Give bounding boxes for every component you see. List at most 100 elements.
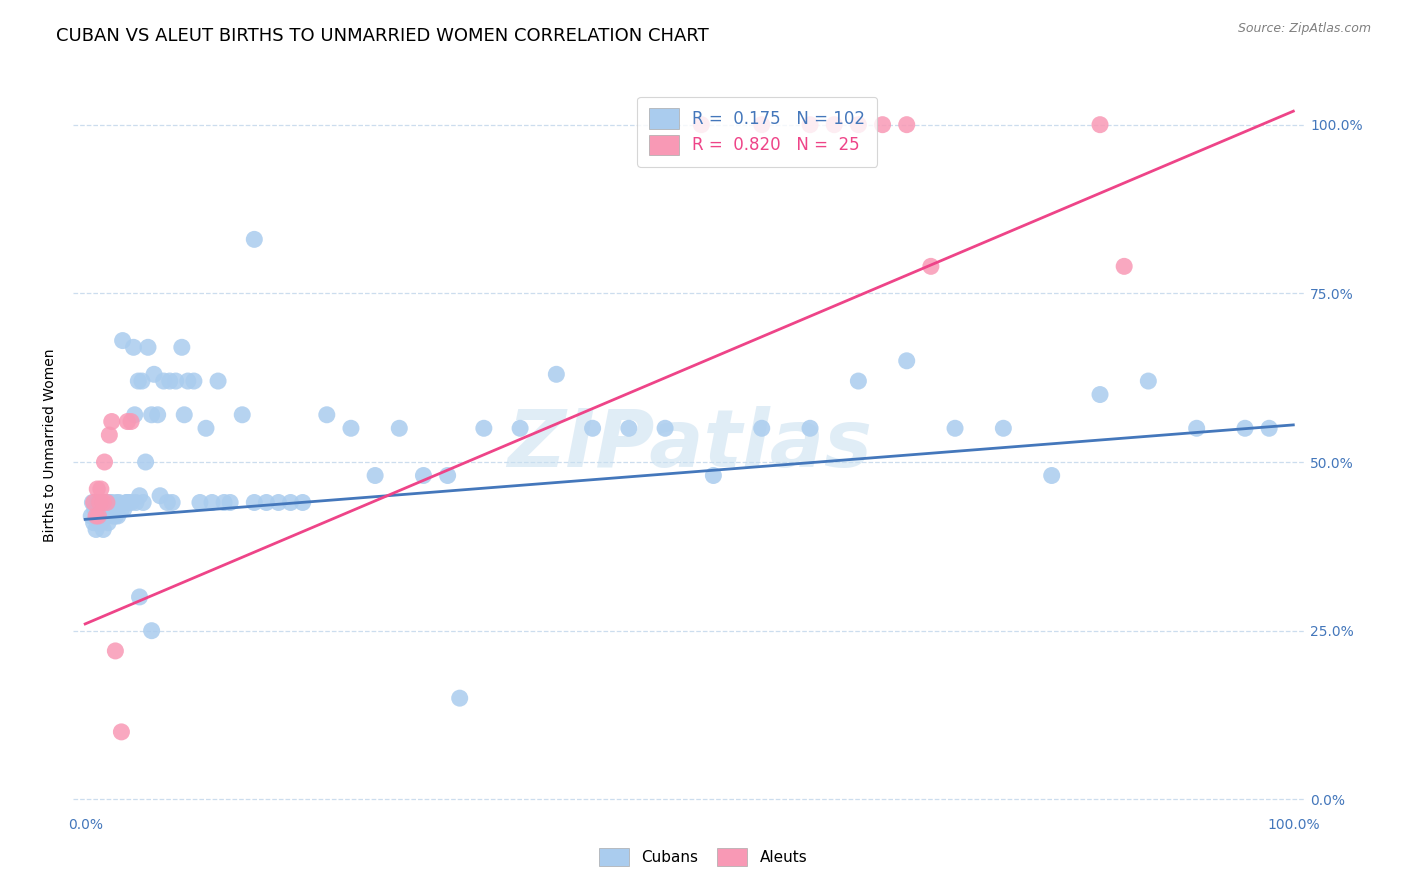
Point: [117, 495, 139, 509]
Point: [93, 495, 115, 509]
Point: [412, 468, 434, 483]
Point: [93, 455, 115, 469]
Point: [1088, 118, 1111, 132]
Point: [219, 495, 242, 509]
Point: [165, 374, 187, 388]
Point: [449, 691, 471, 706]
Point: [111, 334, 134, 348]
Point: [100, 495, 122, 509]
Point: [1040, 468, 1063, 483]
Point: [104, 644, 127, 658]
Point: [546, 368, 568, 382]
Point: [86, 482, 108, 496]
Point: [131, 374, 153, 388]
Point: [115, 495, 138, 509]
Point: [90, 516, 112, 530]
Point: [280, 495, 302, 509]
Point: [1137, 374, 1160, 388]
Point: [128, 489, 150, 503]
Point: [146, 408, 169, 422]
Point: [98, 502, 121, 516]
Point: [149, 489, 172, 503]
Point: [120, 415, 142, 429]
Point: [91, 502, 114, 516]
Point: [654, 421, 676, 435]
Point: [84, 508, 107, 523]
Point: [82, 495, 104, 509]
Point: [690, 118, 713, 132]
Text: ZIPatlas: ZIPatlas: [506, 406, 872, 484]
Point: [107, 508, 129, 523]
Point: [91, 523, 114, 537]
Point: [160, 495, 183, 509]
Point: [83, 516, 105, 530]
Point: [920, 260, 942, 274]
Point: [173, 408, 195, 422]
Legend: R =  0.175   N = 102, R =  0.820   N =  25: R = 0.175 N = 102, R = 0.820 N = 25: [637, 97, 877, 167]
Point: [751, 421, 773, 435]
Point: [291, 495, 314, 509]
Point: [101, 508, 124, 523]
Point: [152, 374, 174, 388]
Point: [201, 495, 224, 509]
Point: [100, 415, 122, 429]
Point: [89, 502, 111, 516]
Point: [105, 495, 128, 509]
Point: [118, 495, 141, 509]
Point: [87, 495, 110, 509]
Point: [364, 468, 387, 483]
Point: [1258, 421, 1281, 435]
Point: [103, 502, 125, 516]
Point: [93, 502, 115, 516]
Point: [98, 495, 121, 509]
Point: [127, 374, 149, 388]
Point: [799, 421, 821, 435]
Point: [896, 118, 918, 132]
Point: [823, 118, 845, 132]
Point: [91, 508, 114, 523]
Point: [120, 495, 142, 509]
Point: [188, 495, 211, 509]
Point: [183, 374, 205, 388]
Point: [231, 408, 253, 422]
Point: [1185, 421, 1208, 435]
Point: [848, 374, 870, 388]
Point: [97, 516, 120, 530]
Point: [125, 495, 148, 509]
Point: [472, 421, 495, 435]
Point: [89, 516, 111, 530]
Point: [388, 421, 411, 435]
Point: [84, 523, 107, 537]
Point: [702, 468, 724, 483]
Point: [132, 495, 155, 509]
Point: [141, 408, 163, 422]
Point: [170, 340, 193, 354]
Legend: Cubans, Aleuts: Cubans, Aleuts: [591, 841, 815, 873]
Point: [617, 421, 640, 435]
Point: [108, 495, 131, 509]
Text: Source: ZipAtlas.com: Source: ZipAtlas.com: [1237, 22, 1371, 36]
Point: [1233, 421, 1256, 435]
Point: [436, 468, 458, 483]
Point: [143, 368, 166, 382]
Point: [1114, 260, 1136, 274]
Point: [267, 495, 290, 509]
Point: [509, 421, 531, 435]
Point: [243, 495, 266, 509]
Point: [141, 624, 163, 638]
Point: [195, 421, 218, 435]
Point: [122, 340, 145, 354]
Point: [96, 495, 118, 509]
Point: [87, 502, 110, 516]
Point: [110, 502, 132, 516]
Point: [104, 508, 127, 523]
Point: [315, 408, 337, 422]
Point: [872, 118, 894, 132]
Point: [90, 495, 112, 509]
Point: [1088, 387, 1111, 401]
Point: [91, 495, 114, 509]
Point: [896, 353, 918, 368]
Text: CUBAN VS ALEUT BIRTHS TO UNMARRIED WOMEN CORRELATION CHART: CUBAN VS ALEUT BIRTHS TO UNMARRIED WOMEN…: [56, 27, 709, 45]
Point: [86, 508, 108, 523]
Point: [128, 590, 150, 604]
